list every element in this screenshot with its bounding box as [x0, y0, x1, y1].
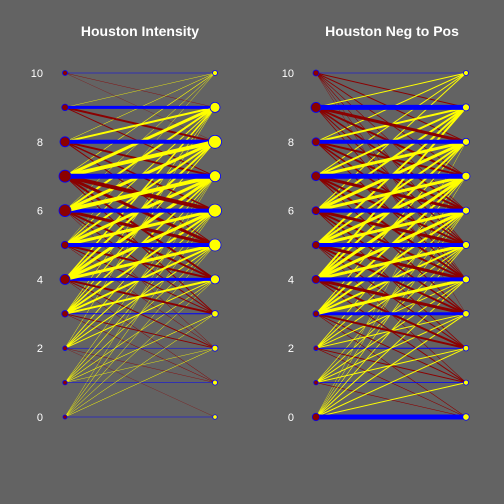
transition-link — [64, 347, 216, 418]
transition-link — [314, 174, 468, 213]
transition-link — [64, 313, 216, 418]
level-markers-neg-to-pos — [310, 69, 471, 422]
y-tick-label: 10 — [31, 68, 43, 80]
right-level-marker — [210, 274, 220, 285]
transition-link — [315, 312, 467, 350]
right-level-marker — [462, 413, 470, 421]
left-level-marker — [61, 310, 69, 318]
right-level-marker — [209, 102, 221, 113]
right-level-marker — [462, 345, 470, 352]
y-tick-labels-neg-to-pos: 0 2 4 6 8 10 — [282, 68, 294, 424]
right-level-marker — [212, 70, 218, 76]
panel-title-intensity: Houston Intensity — [81, 23, 199, 39]
left-level-marker — [62, 379, 68, 386]
y-tick-labels-intensity: 0 2 4 6 8 10 — [31, 68, 43, 424]
transition-link — [315, 72, 467, 108]
y-tick-label: 8 — [288, 137, 294, 149]
transition-link — [64, 278, 216, 315]
right-level-marker — [208, 134, 222, 149]
panel-houston-intensity: Houston Intensity 0 2 4 6 8 10 — [31, 23, 222, 424]
y-tick-label: 0 — [37, 412, 43, 424]
right-level-marker — [462, 241, 470, 249]
right-level-marker — [461, 171, 471, 181]
left-level-marker — [58, 204, 72, 218]
transition-link — [315, 347, 467, 418]
right-level-marker — [208, 238, 222, 252]
transition-link — [314, 243, 468, 281]
right-level-marker — [462, 310, 470, 318]
left-level-marker — [312, 310, 320, 318]
y-tick-label: 4 — [288, 274, 294, 286]
transition-link — [64, 72, 216, 108]
right-level-marker — [209, 170, 221, 183]
transition-links-neg-to-pos — [313, 72, 469, 420]
transition-link — [64, 313, 216, 383]
y-tick-label: 2 — [37, 343, 43, 355]
transition-link — [314, 174, 468, 281]
y-tick-label: 0 — [288, 412, 294, 424]
right-level-marker — [462, 206, 470, 215]
transition-link — [315, 382, 467, 418]
transition-link — [315, 313, 467, 418]
right-level-marker — [462, 275, 470, 284]
right-level-marker — [212, 414, 218, 420]
transition-link — [64, 106, 216, 143]
transition-link — [64, 313, 216, 349]
left-level-marker — [311, 240, 321, 250]
y-tick-label: 6 — [288, 206, 294, 218]
transition-link — [63, 243, 217, 281]
left-level-marker — [62, 414, 68, 420]
right-level-marker — [211, 344, 219, 352]
right-level-marker — [212, 379, 218, 386]
left-level-marker — [311, 171, 321, 182]
left-level-marker — [311, 274, 321, 284]
right-level-marker — [462, 137, 470, 146]
left-level-marker — [311, 137, 321, 147]
transition-link — [314, 105, 468, 144]
y-tick-label: 6 — [37, 206, 43, 218]
y-tick-label: 4 — [37, 274, 43, 286]
y-tick-label: 2 — [288, 343, 294, 355]
transition-links-intensity — [62, 72, 218, 418]
transition-link — [64, 278, 216, 349]
transition-link — [63, 174, 217, 213]
transition-link — [314, 140, 468, 178]
y-tick-label: 8 — [37, 137, 43, 149]
left-level-marker — [59, 273, 71, 285]
transition-link — [314, 277, 468, 316]
left-level-marker — [313, 379, 319, 386]
transition-link — [63, 139, 217, 179]
left-level-marker — [59, 136, 71, 148]
left-level-marker — [310, 102, 322, 113]
right-level-marker — [463, 70, 469, 76]
left-level-marker — [311, 206, 321, 216]
y-tick-label: 10 — [282, 68, 294, 80]
level-markers-intensity — [58, 70, 222, 420]
transition-link — [63, 174, 217, 281]
panel-houston-neg-to-pos: Houston Neg to Pos 0 2 4 6 8 10 — [282, 23, 471, 424]
right-level-marker — [463, 379, 469, 386]
left-level-marker — [62, 70, 68, 76]
left-level-marker — [312, 69, 320, 77]
left-level-marker — [58, 169, 72, 183]
left-level-marker — [60, 240, 70, 250]
right-level-marker — [211, 310, 219, 318]
left-level-marker — [311, 412, 321, 422]
left-level-marker — [313, 345, 319, 351]
left-level-marker — [61, 103, 69, 112]
right-level-marker — [208, 203, 222, 218]
left-level-marker — [62, 345, 68, 351]
panel-title-neg-to-pos: Houston Neg to Pos — [325, 23, 459, 39]
right-level-marker — [462, 103, 470, 112]
